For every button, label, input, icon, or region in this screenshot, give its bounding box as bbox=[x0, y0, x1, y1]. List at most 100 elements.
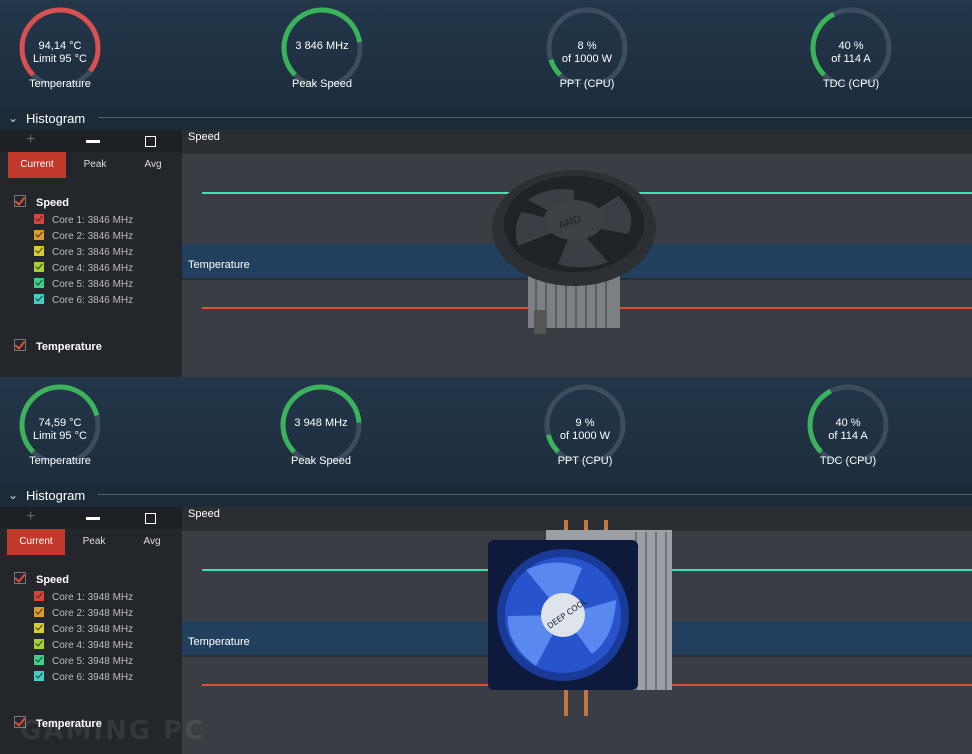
amd-wraith-cooler-image: AMD bbox=[492, 170, 656, 334]
graph-speed-label: Speed bbox=[188, 131, 220, 143]
tdc-label: TDC (CPU) bbox=[822, 78, 880, 90]
histogram-header[interactable]: ⌄ Histogram bbox=[0, 485, 972, 507]
checkbox-icon[interactable] bbox=[34, 294, 44, 304]
speed-section[interactable]: Speed bbox=[14, 572, 69, 586]
peak-speed-label: Peak Speed bbox=[291, 455, 351, 467]
checkbox-icon[interactable] bbox=[14, 572, 26, 584]
gauge-ring bbox=[19, 7, 101, 84]
watermark-text: GAMING PC bbox=[20, 716, 206, 746]
temperature-value: 94,14 °C Limit 95 °C bbox=[33, 40, 87, 65]
checkbox-icon[interactable] bbox=[34, 262, 44, 272]
tab-peak[interactable]: Peak bbox=[82, 536, 106, 547]
ppt-value: 8 % of 1000 W bbox=[561, 40, 613, 65]
temperature-section[interactable]: Temperature bbox=[14, 339, 102, 353]
histogram-tabs: Current Peak Avg bbox=[0, 529, 182, 555]
histogram-tabs: Current Peak Avg bbox=[0, 152, 182, 178]
maximize-icon[interactable] bbox=[145, 136, 156, 147]
core-item[interactable]: Core 2: 3948 MHz bbox=[34, 607, 133, 621]
peak-speed-gauge: 3 948 MHz Peak Speed bbox=[261, 381, 381, 477]
tab-avg[interactable]: Avg bbox=[143, 536, 161, 547]
checkbox-icon[interactable] bbox=[34, 278, 44, 288]
chevron-down-icon[interactable]: ⌄ bbox=[8, 488, 19, 502]
temperature-gauge: 94,14 °C Limit 95 °C Temperature bbox=[0, 4, 120, 100]
checkbox-icon[interactable] bbox=[34, 591, 44, 601]
tdc-gauge: 40 % of 114 A TDC (CPU) bbox=[788, 381, 908, 477]
minimize-icon[interactable] bbox=[86, 140, 100, 143]
checkbox-icon[interactable] bbox=[14, 716, 26, 728]
graph-temperature-label: Temperature bbox=[188, 636, 250, 648]
histogram-sidebar: + Current Peak Avg Speed Core 1: 3846 MH… bbox=[0, 130, 182, 377]
core-item[interactable]: Core 6: 3948 MHz bbox=[34, 671, 133, 685]
core-item[interactable]: Core 5: 3948 MHz bbox=[34, 655, 133, 669]
chevron-down-icon[interactable]: ⌄ bbox=[8, 111, 19, 125]
maximize-icon[interactable] bbox=[145, 513, 156, 524]
gauge-ring bbox=[544, 384, 626, 461]
gauge-ring bbox=[280, 384, 362, 461]
core-item[interactable]: Core 3: 3846 MHz bbox=[34, 246, 133, 260]
tab-current[interactable]: Current bbox=[7, 529, 65, 555]
tdc-value: 40 % of 114 A bbox=[831, 40, 871, 65]
divider bbox=[98, 494, 972, 495]
deepcool-cooler-image: DEEP COOL bbox=[488, 520, 672, 716]
histogram-toolbar: + bbox=[0, 507, 182, 529]
histogram-title: Histogram bbox=[26, 488, 86, 503]
checkbox-icon[interactable] bbox=[34, 639, 44, 649]
gauge-ring bbox=[546, 7, 628, 84]
core-item[interactable]: Core 5: 3846 MHz bbox=[34, 278, 133, 292]
core-item[interactable]: Core 3: 3948 MHz bbox=[34, 623, 133, 637]
checkbox-icon[interactable] bbox=[34, 230, 44, 240]
ppt-label: PPT (CPU) bbox=[559, 78, 615, 90]
checkbox-icon[interactable] bbox=[14, 339, 26, 351]
gauge-ring bbox=[281, 7, 363, 84]
gauge-ring bbox=[807, 384, 889, 461]
ppt-gauge: 9 % of 1000 W PPT (CPU) bbox=[525, 381, 645, 477]
checkbox-icon[interactable] bbox=[34, 655, 44, 665]
gauge-ring bbox=[19, 384, 101, 461]
graph-speed-label: Speed bbox=[188, 508, 220, 520]
checkbox-icon[interactable] bbox=[34, 246, 44, 256]
histogram-toolbar: + bbox=[0, 130, 182, 152]
gauge-strip: 94,14 °C Limit 95 °C Temperature 3 846 MH… bbox=[0, 0, 972, 108]
peak-speed-label: Peak Speed bbox=[292, 78, 352, 90]
core-item[interactable]: Core 1: 3948 MHz bbox=[34, 591, 133, 605]
checkbox-icon[interactable] bbox=[34, 607, 44, 617]
core-item[interactable]: Core 4: 3948 MHz bbox=[34, 639, 133, 653]
tab-peak[interactable]: Peak bbox=[83, 159, 107, 170]
gauge-ring bbox=[810, 7, 892, 84]
peak-speed-value: 3 948 MHz bbox=[294, 417, 348, 429]
divider bbox=[98, 117, 972, 118]
core-item[interactable]: Core 2: 3846 MHz bbox=[34, 230, 133, 244]
minimize-icon[interactable] bbox=[86, 517, 100, 520]
checkbox-icon[interactable] bbox=[34, 623, 44, 633]
tab-current[interactable]: Current bbox=[8, 152, 66, 178]
graph-temperature-label: Temperature bbox=[188, 259, 250, 271]
core-item[interactable]: Core 1: 3846 MHz bbox=[34, 214, 133, 228]
gauge-strip: 74,59 °C Limit 95 °C Temperature 3 948 MH… bbox=[0, 377, 972, 485]
peak-speed-value: 3 846 MHz bbox=[295, 40, 349, 52]
ppt-value: 9 % of 1000 W bbox=[559, 417, 611, 442]
ppt-gauge: 8 % of 1000 W PPT (CPU) bbox=[527, 4, 647, 100]
histogram-sidebar: + Current Peak Avg Speed Core 1: 3948 MH… bbox=[0, 507, 182, 754]
ryzen-master-panel-1: 94,14 °C Limit 95 °C Temperature 3 846 MH… bbox=[0, 0, 972, 377]
tdc-label: TDC (CPU) bbox=[819, 455, 877, 467]
plus-icon[interactable]: + bbox=[26, 508, 36, 525]
plus-icon[interactable]: + bbox=[26, 131, 36, 148]
speed-section[interactable]: Speed bbox=[14, 195, 69, 209]
checkbox-icon[interactable] bbox=[14, 195, 26, 207]
core-item[interactable]: Core 4: 3846 MHz bbox=[34, 262, 133, 276]
tdc-gauge: 40 % of 114 A TDC (CPU) bbox=[791, 4, 911, 100]
temperature-label: Temperature bbox=[29, 78, 91, 90]
core-item[interactable]: Core 6: 3846 MHz bbox=[34, 294, 133, 308]
temperature-label: Temperature bbox=[29, 455, 91, 467]
tab-avg[interactable]: Avg bbox=[144, 159, 162, 170]
checkbox-icon[interactable] bbox=[34, 214, 44, 224]
peak-speed-gauge: 3 846 MHz Peak Speed bbox=[262, 4, 382, 100]
histogram-title: Histogram bbox=[26, 111, 86, 126]
temperature-section[interactable]: Temperature bbox=[14, 716, 102, 730]
temperature-value: 74,59 °C Limit 95 °C bbox=[33, 417, 87, 442]
temperature-gauge: 74,59 °C Limit 95 °C Temperature bbox=[0, 381, 120, 477]
checkbox-icon[interactable] bbox=[34, 671, 44, 681]
ppt-label: PPT (CPU) bbox=[557, 455, 613, 467]
tdc-value: 40 % of 114 A bbox=[828, 417, 868, 442]
histogram-header[interactable]: ⌄ Histogram bbox=[0, 108, 972, 130]
